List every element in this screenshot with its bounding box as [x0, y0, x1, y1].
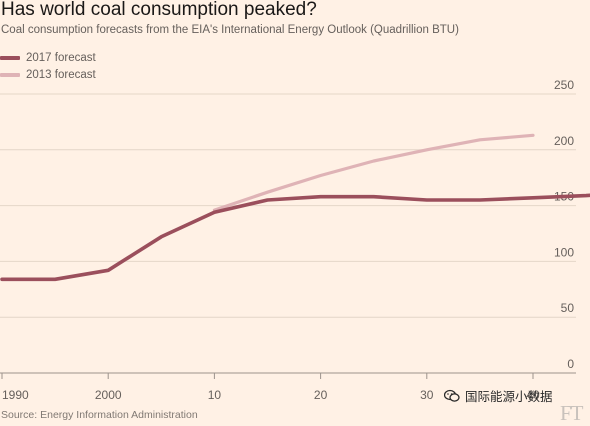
series-line-2017-forecast	[0, 193, 590, 282]
y-tick-label-250: 250	[554, 78, 574, 92]
ft-logo: FT	[560, 401, 583, 425]
y-tick-label-0: 0	[567, 357, 574, 371]
wechat-watermark: 国际能源小数据	[444, 386, 553, 405]
x-tick-label-2010: 10	[208, 388, 222, 402]
source-note: Source: Energy Information Administratio…	[1, 409, 198, 421]
legend-swatch-2017-forecast	[0, 55, 20, 60]
chart-title: Has world coal consumption peaked?	[1, 0, 317, 20]
wechat-icon	[444, 389, 460, 402]
series-line-2013-forecast	[212, 133, 535, 212]
x-tick-label-2040: 40	[526, 388, 540, 402]
legend-item-2017-forecast: 2017 forecast	[0, 49, 96, 66]
chart-subtitle: Coal consumption forecasts from the EIA'…	[1, 24, 459, 36]
x-tick-label-2000: 2000	[95, 388, 122, 402]
x-tick-label-1990: 1990	[2, 388, 29, 402]
legend: 2017 forecast 2013 forecast	[0, 49, 96, 83]
y-tick-label-200: 200	[554, 134, 574, 148]
x-tick-label-2030: 30	[420, 388, 434, 402]
x-tick-label-2020: 20	[314, 388, 328, 402]
y-tick-label-50: 50	[561, 301, 575, 315]
legend-label-2017-forecast: 2017 forecast	[26, 51, 96, 64]
watermark-text: 国际能源小数据	[465, 389, 553, 404]
legend-label-2013-forecast: 2013 forecast	[26, 68, 96, 81]
y-tick-label-100: 100	[554, 245, 574, 259]
legend-item-2013-forecast: 2013 forecast	[0, 66, 96, 83]
legend-swatch-2013-forecast	[0, 72, 20, 77]
